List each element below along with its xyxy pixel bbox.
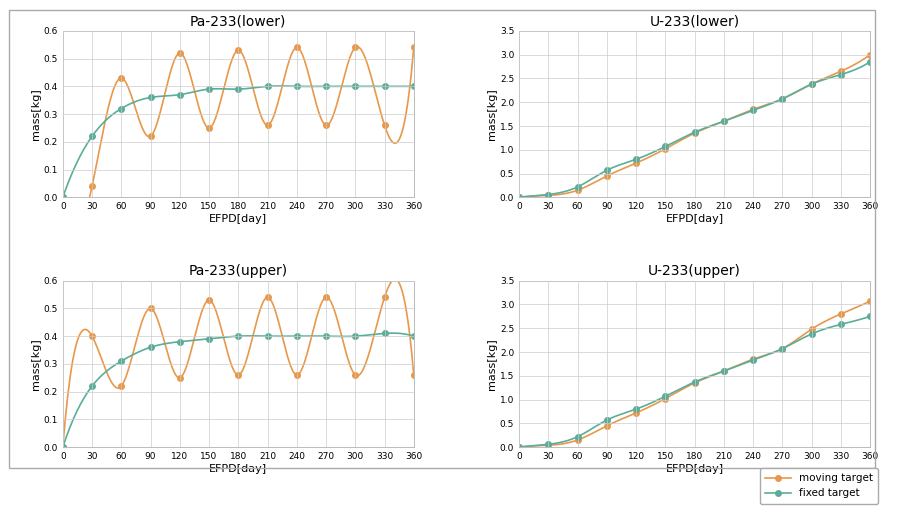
- Title: Pa-233(upper): Pa-233(upper): [188, 264, 288, 278]
- X-axis label: EFPD[day]: EFPD[day]: [209, 214, 267, 224]
- Y-axis label: mass[kg]: mass[kg]: [487, 338, 497, 390]
- Legend: moving target, fixed target: moving target, fixed target: [760, 468, 878, 504]
- X-axis label: EFPD[day]: EFPD[day]: [666, 464, 724, 474]
- Title: U-233(lower): U-233(lower): [649, 14, 740, 28]
- Title: Pa-233(lower): Pa-233(lower): [190, 14, 286, 28]
- Y-axis label: mass[kg]: mass[kg]: [30, 88, 40, 140]
- X-axis label: EFPD[day]: EFPD[day]: [209, 464, 267, 474]
- Y-axis label: mass[kg]: mass[kg]: [487, 88, 497, 140]
- Title: U-233(upper): U-233(upper): [649, 264, 741, 278]
- Y-axis label: mass[kg]: mass[kg]: [30, 338, 40, 390]
- X-axis label: EFPD[day]: EFPD[day]: [666, 214, 724, 224]
